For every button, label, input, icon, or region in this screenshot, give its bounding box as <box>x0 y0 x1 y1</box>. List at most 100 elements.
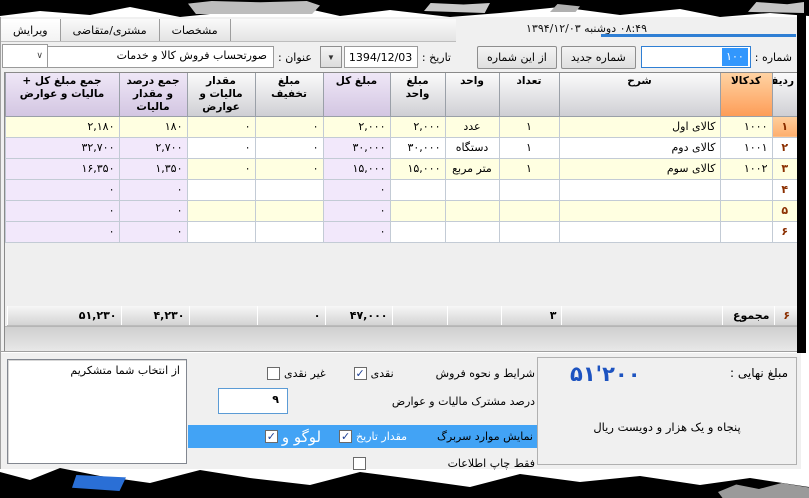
torn-edge-top-fragment <box>424 3 490 13</box>
cell-qty[interactable]: ۱ <box>498 158 559 180</box>
totals-row-header: ۶ <box>773 305 797 326</box>
cell-qty[interactable] <box>498 221 559 243</box>
row-number[interactable]: ۵ <box>771 200 797 222</box>
cell-discount[interactable]: ۰ <box>254 158 323 180</box>
cell-desc[interactable] <box>558 221 720 243</box>
cell-tax-amount[interactable] <box>186 221 255 243</box>
cell-grand[interactable]: ۳۲,۷۰۰ <box>5 137 119 159</box>
cell-tax-amount[interactable] <box>186 200 255 222</box>
cell-grand[interactable]: ۰ <box>5 221 119 243</box>
cell-code[interactable] <box>719 179 772 201</box>
options-area: شرایط و نحوه فروش نقدی ✓ غیر نقدی درصد م… <box>188 353 537 470</box>
from-this-number-button[interactable]: از این شماره <box>477 45 557 69</box>
row-number[interactable]: ۲ <box>771 137 797 159</box>
cell-desc[interactable]: کالای دوم <box>558 137 720 159</box>
invoice-number-input[interactable]: ۱۰۰ <box>640 46 751 68</box>
logo-label: لوگو و <box>281 427 322 446</box>
row-number[interactable]: ۳ <box>771 158 797 180</box>
cell-grand[interactable]: ۰ <box>5 200 119 222</box>
totals-discount: ۰ <box>256 305 325 326</box>
cell-unit[interactable] <box>444 221 499 243</box>
date-dropdown-button[interactable]: ▼ <box>319 46 342 68</box>
cell-total[interactable]: ۰ <box>322 179 390 201</box>
tab-customer[interactable]: مشتری/متقاضی <box>61 19 160 41</box>
header-items-highlight-row[interactable]: نمایش موارد سربرگ مقدار تاریخ ✓ لوگو و ✓ <box>188 425 537 448</box>
cell-code[interactable]: ۱۰۰۲ <box>719 158 772 180</box>
cell-total[interactable]: ۰ <box>322 200 390 222</box>
cell-unit-price[interactable] <box>389 200 445 222</box>
cell-desc[interactable]: کالای اول <box>558 116 720 138</box>
new-number-button[interactable]: شماره جدید <box>560 45 636 69</box>
cell-qty[interactable] <box>498 200 559 222</box>
cell-code[interactable] <box>719 200 772 222</box>
cell-grand[interactable]: ۲,۱۸۰ <box>5 116 119 138</box>
cell-tax-amount[interactable]: ۰ <box>186 158 255 180</box>
cell-unit-price[interactable] <box>389 221 445 243</box>
footer-section: از انتخاب شما متشکریم شرایط و نحوه فروش … <box>1 352 801 470</box>
cell-total[interactable]: ۱۵,۰۰۰ <box>322 158 390 180</box>
cell-code[interactable]: ۱۰۰۱ <box>719 137 772 159</box>
cell-total[interactable]: ۰ <box>322 221 390 243</box>
date-value-checkbox[interactable]: ✓ <box>339 430 353 443</box>
cell-discount[interactable] <box>254 221 323 243</box>
cell-discount[interactable]: ۰ <box>254 116 323 138</box>
cell-qty[interactable]: ۱ <box>498 116 559 138</box>
cell-tax-sum[interactable]: ۱,۳۵۰ <box>118 158 187 180</box>
logo-checkbox-group[interactable]: لوگو و ✓ <box>264 427 322 446</box>
cell-code[interactable]: ۱۰۰۰ <box>719 116 772 138</box>
cell-unit[interactable]: عدد <box>444 116 499 138</box>
cell-discount[interactable] <box>254 200 323 222</box>
cell-total[interactable]: ۳۰,۰۰۰ <box>322 137 390 159</box>
row-number[interactable]: ۶ <box>771 221 797 243</box>
cell-tax-sum[interactable]: ۰ <box>118 221 187 243</box>
non-cash-checkbox[interactable] <box>267 366 280 380</box>
cell-tax-sum[interactable]: ۲,۷۰۰ <box>118 137 187 159</box>
invoice-number-value: ۱۰۰ <box>722 48 748 66</box>
cell-qty[interactable] <box>498 179 559 201</box>
non-cash-checkbox-group[interactable]: غیر نقدی <box>267 366 326 380</box>
cell-grand[interactable]: ۱۶,۳۵۰ <box>5 158 119 180</box>
date-input[interactable] <box>343 46 418 68</box>
cell-tax-amount[interactable] <box>186 179 255 201</box>
cell-tax-sum[interactable]: ۱۸۰ <box>118 116 187 138</box>
cell-unit-price[interactable]: ۲,۰۰۰ <box>389 116 445 138</box>
cell-discount[interactable] <box>254 179 323 201</box>
print-only-checkbox[interactable] <box>352 456 366 470</box>
grid-scrollbar-area[interactable] <box>5 326 797 351</box>
tab-edit[interactable]: ویرایش <box>1 19 61 41</box>
cell-desc[interactable] <box>558 179 720 201</box>
cell-grand[interactable]: ۰ <box>5 179 119 201</box>
date-value-checkbox-group[interactable]: مقدار تاریخ ✓ <box>339 430 407 443</box>
row-number[interactable]: ۴ <box>771 179 797 201</box>
row-number[interactable]: ۱ <box>771 116 797 138</box>
cell-unit[interactable]: متر مربع <box>444 158 499 180</box>
header-items-label: نمایش موارد سربرگ <box>437 430 533 443</box>
cell-unit-price[interactable]: ۳۰,۰۰۰ <box>389 137 445 159</box>
cell-tax-amount[interactable]: ۰ <box>186 116 255 138</box>
col-header-total: مبلغ کل <box>322 73 390 117</box>
cell-qty[interactable]: ۱ <box>498 137 559 159</box>
cell-desc[interactable] <box>558 200 720 222</box>
cell-total[interactable]: ۲,۰۰۰ <box>322 116 390 138</box>
title-combobox[interactable]: ∨ <box>2 44 48 68</box>
cell-discount[interactable]: ۰ <box>254 137 323 159</box>
tab-specs[interactable]: مشخصات <box>160 19 231 41</box>
print-only-label: فقط چاپ اطلاعات <box>447 456 535 470</box>
cell-unit[interactable] <box>444 179 499 201</box>
cell-unit-price[interactable] <box>389 179 445 201</box>
tax-percent-input[interactable]: ۹ <box>218 388 288 414</box>
cell-tax-amount[interactable]: ۰ <box>186 137 255 159</box>
cell-unit-price[interactable]: ۱۵,۰۰۰ <box>389 158 445 180</box>
cell-unit[interactable]: دستگاه <box>444 137 499 159</box>
cash-checkbox-group[interactable]: نقدی ✓ <box>353 366 394 380</box>
logo-checkbox[interactable]: ✓ <box>264 430 278 443</box>
cell-desc[interactable]: کالای سوم <box>558 158 720 180</box>
cell-unit[interactable] <box>444 200 499 222</box>
note-textarea[interactable]: از انتخاب شما متشکریم <box>7 359 187 464</box>
cell-code[interactable] <box>719 221 772 243</box>
cell-tax-sum[interactable]: ۰ <box>118 200 187 222</box>
cell-tax-sum[interactable]: ۰ <box>118 179 187 201</box>
invoice-title-input[interactable]: صورتحساب فروش کالا و خدمات <box>27 46 274 68</box>
cash-checkbox[interactable]: ✓ <box>353 366 367 380</box>
